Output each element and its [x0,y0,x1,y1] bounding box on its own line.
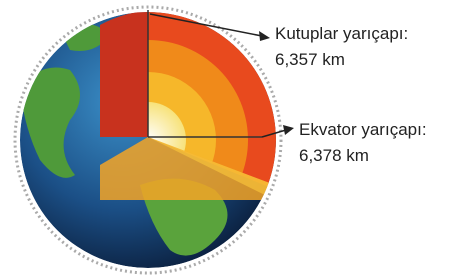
arrow-head [259,31,270,41]
earth-diagram: Kutuplar yarıçapı: 6,357 km Ekvator yarı… [0,0,467,275]
label-title: Ekvator yarıçapı: [299,120,427,139]
arrow-head [283,125,294,135]
label-value: 6,357 km [275,50,345,69]
label-title: Kutuplar yarıçapı: [275,24,408,43]
label-value: 6,378 km [299,146,369,165]
